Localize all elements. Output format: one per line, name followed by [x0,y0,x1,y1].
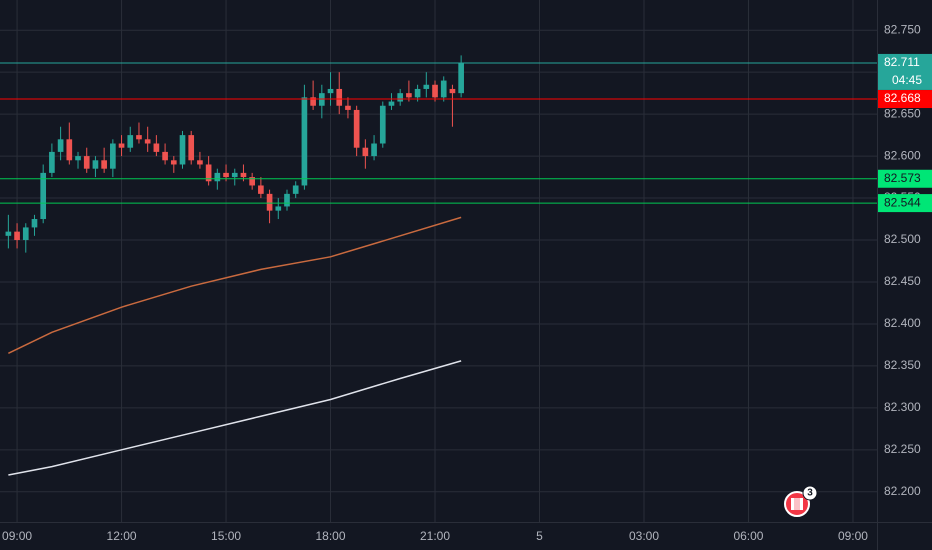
axes: 82.200 82.250 82.300 82.350 82.400 82.450 82.5… [2,22,932,543]
candle-body [179,135,186,165]
y-tick-label: 82.300 [884,400,921,414]
candle-body [353,109,360,148]
candle-body [423,84,430,89]
flag [791,498,803,510]
candle-body [310,97,316,106]
candle-body [31,219,38,228]
candle-body [292,185,299,194]
candle-body [397,93,404,102]
candle-body [5,231,12,236]
candle-body [275,206,282,211]
candle-body [371,143,377,157]
candle-body [205,164,212,182]
candle-body [266,193,273,211]
event-badge [802,485,818,501]
candle-body [406,93,412,98]
candle-body [92,160,99,169]
candle-body [136,135,142,140]
candle-body [231,172,238,178]
candle-body [458,62,464,94]
price-label: 82.573 [884,171,921,185]
candle-body [258,185,264,194]
candle-body [49,151,55,173]
candle-body [162,151,168,161]
x-tick-label: 03:00 [629,529,659,543]
candle-body [301,97,308,186]
flag-center [794,498,800,510]
y-tick-label: 82.400 [884,316,921,330]
candle-body [118,143,125,148]
candle-body [449,88,456,94]
x-tick-label: 06:00 [733,529,763,543]
candle-body [101,160,107,169]
plot [0,55,877,476]
candle-body [249,177,255,186]
y-tick-label: 82.350 [884,358,921,372]
candle-body [127,135,134,148]
candle-body [188,135,195,161]
grid [0,0,877,522]
candle-body [14,231,20,241]
x-tick-label: 09:00 [2,529,32,543]
candle-body [153,143,160,152]
moving-average [8,216,462,354]
candle-body [440,80,447,98]
candle-body [432,84,438,98]
x-tick-label: 21:00 [420,529,450,543]
y-tick-label: 82.750 [884,22,921,36]
candle-body [40,172,47,220]
x-tick-label: 5 [536,529,543,543]
candle-body [345,105,351,110]
price-label-bg [878,194,932,213]
y-tick-label: 82.600 [884,148,921,162]
y-tick-label: 82.650 [884,106,921,120]
x-tick-label: 12:00 [107,529,137,543]
price-label-bg [878,53,932,90]
x-tick-label: 18:00 [316,529,346,543]
y-tick-label: 82.250 [884,442,921,456]
y-tick-label: 82.450 [884,274,921,288]
y-tick-label: 82.500 [884,232,921,246]
candle-body [214,172,221,182]
moving-average [8,360,462,476]
candle-body [240,172,247,178]
price-label: 82.668 [884,91,921,105]
price-label: 82.544 [884,195,921,209]
y-tick-label: 82.200 [884,484,921,498]
price-label: 82.711 [884,55,920,69]
candle-body [327,88,334,94]
candle-body [362,147,369,157]
event-marker[interactable]: 3 [784,485,818,517]
candle-body [66,139,73,161]
candle-body [388,101,395,106]
price-label-bg [878,169,932,188]
candle-body [110,143,116,169]
x-tick-label: 15:00 [211,529,241,543]
candle-body [414,88,421,98]
candle-body [223,172,229,178]
candle-body [22,227,29,241]
candle-body [144,139,151,144]
countdown-label: 04:45 [892,73,922,87]
event-count: 3 [807,488,813,499]
candle-body [197,160,203,165]
candle-body [57,139,64,152]
candle-body [284,193,290,207]
x-tick-label: 09:00 [838,529,868,543]
candle-body [75,156,81,161]
candle-body [83,156,90,169]
candle-body [379,105,386,144]
candle-body [170,160,177,165]
candle-body [336,88,343,106]
price-label-bg [878,90,932,109]
